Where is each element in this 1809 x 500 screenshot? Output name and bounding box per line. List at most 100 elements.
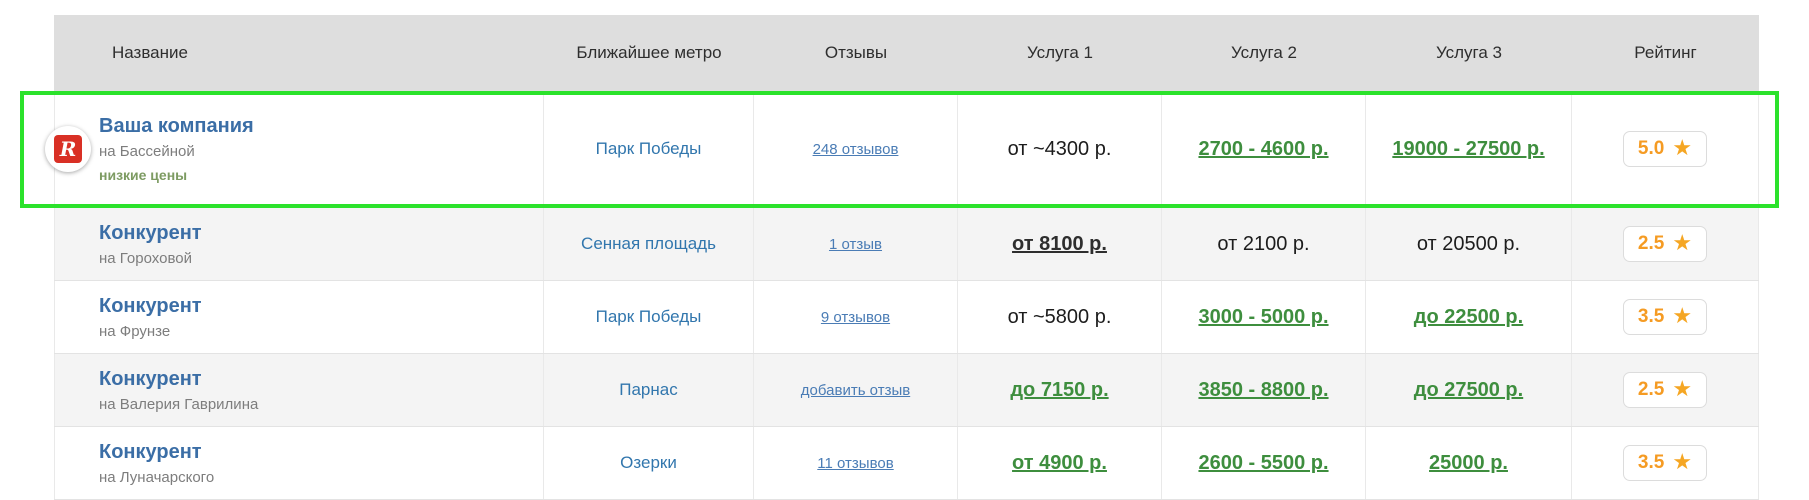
column-header-service-1: Услуга 1 [1026,43,1094,62]
service-3-cell: от 20500 р. [1366,208,1572,280]
service-2-cell: 2700 - 4600 р. [1162,91,1366,207]
rating-value: 3.5 [1637,452,1665,473]
column-header-name: Название [112,43,188,62]
rating-badge[interactable]: 2.5 ★ [1622,372,1708,408]
company-name-link[interactable]: Конкурент [99,440,202,463]
rating-cell: 5.0 ★ [1572,91,1759,207]
company-cell: R Ваша компания на Бассейной низкие цены [45,91,544,207]
rating-value: 2.5 [1637,379,1665,400]
column-header-service-2: Услуга 2 [1230,43,1298,62]
service-2-price-link[interactable]: 3850 - 8800 р. [1198,378,1329,401]
reviews-link[interactable]: 11 отзывов [817,454,894,472]
rating-cell: 3.5 ★ [1572,281,1759,353]
reviews-cell: 11 отзывов [754,427,958,499]
metro-name: Озерки [620,453,677,472]
company-cell: Конкурент на Луначарского [54,427,544,499]
rating-value: 5.0 [1637,138,1665,159]
rating-badge[interactable]: 3.5 ★ [1622,299,1708,335]
company-branch: на Валерия Гаврилина [99,395,259,413]
star-icon: ★ [1672,303,1693,328]
company-name-link[interactable]: Конкурент [99,221,202,244]
service-1-price-link[interactable]: до 7150 р. [1010,378,1109,401]
service-3-price: от 20500 р. [1416,232,1521,255]
comparison-table: Название Ближайшее метро Отзывы Услуга 1… [45,15,1759,500]
table-row: Конкурент на Валерия Гаврилина Парнас добав… [54,354,1759,427]
service-2-cell: 2600 - 5500 р. [1162,427,1366,499]
table-row-highlighted: R Ваша компания на Бассейной низкие цены Пар… [45,91,1759,208]
low-prices-badge: низкие цены [99,167,188,184]
reviews-link[interactable]: 1 отзыв [828,235,883,253]
service-3-price-link[interactable]: до 27500 р. [1413,378,1524,401]
service-1-cell: до 7150 р. [958,354,1162,426]
company-branch: на Бассейной [99,143,195,161]
service-1-price: от ~5800 р. [1007,305,1112,328]
company-name-link[interactable]: Ваша компания [99,115,254,138]
reviews-cell: добавить отзыв [754,354,958,426]
company-name-block: Конкурент на Гороховой [99,221,202,268]
service-3-price-link[interactable]: 19000 - 27500 р. [1392,137,1545,160]
rating-value: 2.5 [1637,233,1665,254]
reviews-cell: 248 отзывов [754,91,958,207]
rating-badge[interactable]: 2.5 ★ [1622,226,1708,262]
service-3-cell: до 27500 р. [1366,354,1572,426]
company-name-block: Конкурент на Фрунзе [99,294,202,341]
company-name-block: Ваша компания на Бассейной низкие цены [99,114,254,184]
company-name-block: Конкурент на Валерия Гаврилина [99,367,258,414]
company-name-link[interactable]: Конкурент [99,294,202,317]
company-logo-icon: R [45,126,91,172]
metro-cell: Сенная площадь [544,208,754,280]
table-row: Конкурент на Луначарского Озерки 11 отзывов… [54,427,1759,500]
reviews-cell: 9 отзывов [754,281,958,353]
company-cell: Конкурент на Валерия Гаврилина [54,354,544,426]
company-name-link[interactable]: Конкурент [99,367,202,390]
rating-cell: 2.5 ★ [1572,354,1759,426]
company-branch: на Фрунзе [99,322,171,340]
table-row: Конкурент на Гороховой Сенная площадь 1 отз… [54,208,1759,281]
service-2-price-link[interactable]: 2700 - 4600 р. [1198,137,1329,160]
reviews-link[interactable]: 248 отзывов [812,140,899,158]
metro-cell: Парк Победы [544,281,754,353]
service-3-cell: 25000 р. [1366,427,1572,499]
service-1-price: от ~4300 р. [1007,137,1112,160]
star-icon: ★ [1672,230,1693,255]
service-2-cell: от 2100 р. [1162,208,1366,280]
service-1-price-link[interactable]: от 4900 р. [1012,451,1107,474]
service-1-price-link[interactable]: от 8100 р. [1012,232,1107,255]
table-header: Название Ближайшее метро Отзывы Услуга 1… [54,15,1759,91]
metro-cell: Парк Победы [544,91,754,207]
column-header-reviews: Отзывы [824,43,888,62]
company-cell: Конкурент на Фрунзе [54,281,544,353]
service-3-price-link[interactable]: 25000 р. [1429,451,1508,474]
metro-name: Парк Победы [595,139,702,158]
metro-cell: Озерки [544,427,754,499]
rating-badge[interactable]: 5.0 ★ [1622,131,1708,167]
star-icon: ★ [1672,449,1693,474]
column-header-metro: Ближайшее метро [576,43,722,62]
service-2-cell: 3850 - 8800 р. [1162,354,1366,426]
service-2-price-link[interactable]: 3000 - 5000 р. [1198,305,1329,328]
metro-name: Парк Победы [595,307,702,326]
service-1-cell: от 4900 р. [958,427,1162,499]
company-name-block: Конкурент на Луначарского [99,440,214,487]
metro-name: Сенная площадь [581,234,716,253]
service-1-cell: от ~5800 р. [958,281,1162,353]
star-icon: ★ [1672,135,1693,160]
service-2-cell: 3000 - 5000 р. [1162,281,1366,353]
reviews-link[interactable]: 9 отзывов [820,308,891,326]
company-cell: Конкурент на Гороховой [54,208,544,280]
service-1-cell: от ~4300 р. [958,91,1162,207]
service-2-price: от 2100 р. [1217,232,1310,255]
column-header-service-3: Услуга 3 [1435,43,1503,62]
service-1-cell: от 8100 р. [958,208,1162,280]
company-branch: на Гороховой [99,249,192,267]
rating-badge[interactable]: 3.5 ★ [1622,445,1708,481]
metro-cell: Парнас [544,354,754,426]
table-row: Конкурент на Фрунзе Парк Победы 9 отзывов от… [54,281,1759,354]
star-icon: ★ [1672,376,1693,401]
rating-value: 3.5 [1637,306,1665,327]
service-3-price-link[interactable]: до 22500 р. [1413,305,1524,328]
service-2-price-link[interactable]: 2600 - 5500 р. [1198,451,1329,474]
table-body: R Ваша компания на Бассейной низкие цены Пар… [45,91,1759,500]
service-3-cell: 19000 - 27500 р. [1366,91,1572,207]
reviews-link[interactable]: добавить отзыв [800,381,911,399]
